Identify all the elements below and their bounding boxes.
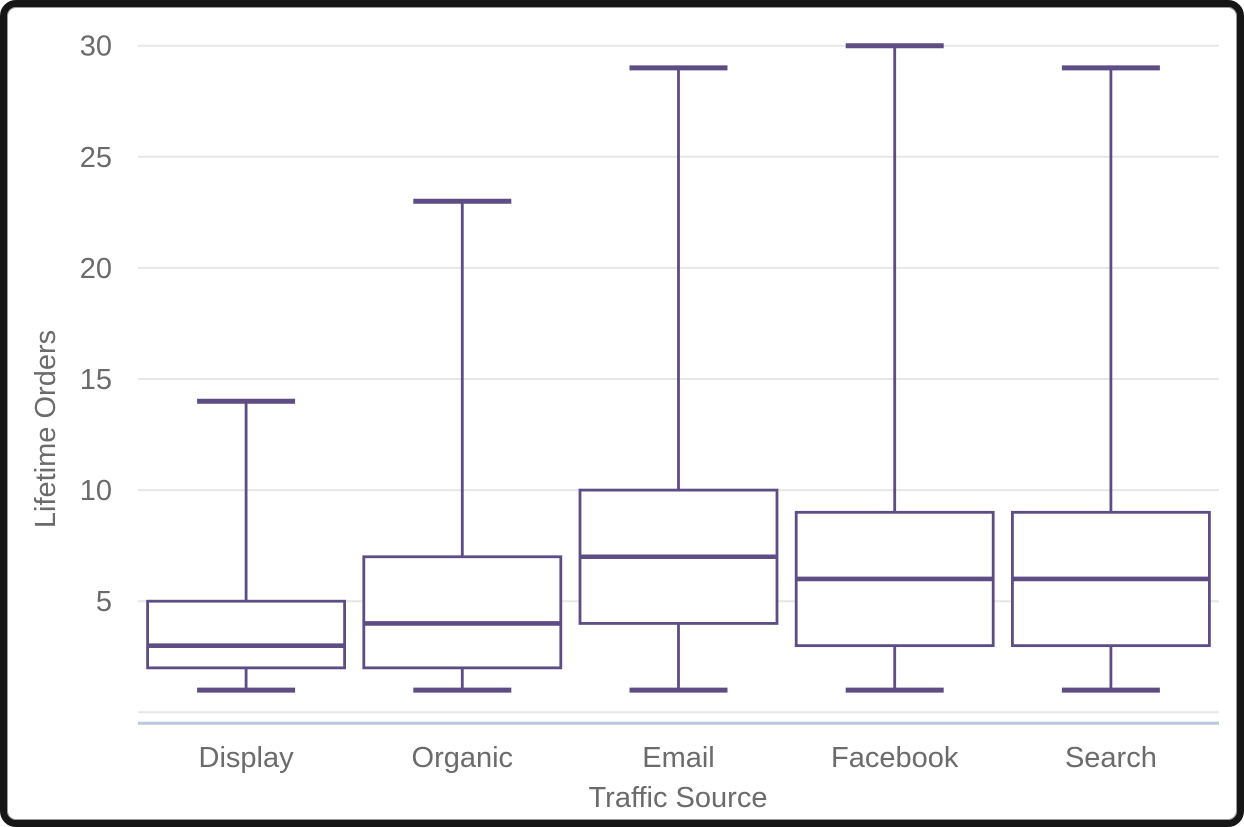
x-category-label-email: Email [642,742,715,774]
y-tick-label: 20 [80,253,112,285]
boxplot-group-display[interactable] [146,398,347,693]
x-category-label-display: Display [199,742,295,774]
y-tick-label: 25 [80,142,112,174]
y-tick-label: 15 [80,364,112,396]
y-axis-title: Lifetime Orders [30,330,62,528]
boxplot-group-email[interactable] [578,65,779,693]
x-category-label-facebook: Facebook [831,742,959,774]
y-tick-label: 10 [80,475,112,507]
box-layer [146,43,1211,693]
x-axis-title: Traffic Source [589,782,768,814]
label-layer: 5 10 15 20 25 30 Display Organic Email Facebook Se… [80,31,1157,774]
boxplot-group-organic[interactable] [362,198,563,693]
boxplot-group-search[interactable] [1011,65,1211,693]
x-category-label-organic: Organic [412,742,514,774]
iqr-box [146,599,347,670]
x-category-label-search: Search [1065,742,1157,774]
y-tick-label: 5 [96,586,112,618]
y-tick-label: 30 [80,31,112,63]
iqr-box [362,555,563,670]
boxplot-group-facebook[interactable] [794,43,995,693]
